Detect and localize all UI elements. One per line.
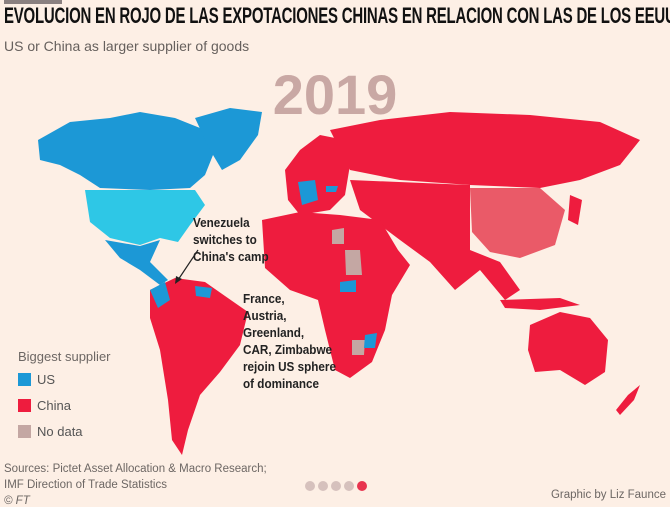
pager-dot-5[interactable]	[357, 481, 367, 491]
credit: Graphic by Liz Faunce	[550, 489, 666, 501]
arrowhead-icon	[175, 276, 182, 284]
swatch-us	[18, 373, 31, 386]
region-asia	[350, 180, 520, 300]
legend-title: Biggest supplier	[18, 349, 111, 364]
region-no-data	[332, 228, 365, 355]
legend-label: No data	[37, 424, 83, 439]
legend-item-us: US	[18, 372, 55, 387]
region-car-zimbabwe	[340, 280, 377, 348]
annotation-line: rejoin US sphere	[243, 359, 336, 374]
swatch-china	[18, 399, 31, 412]
region-south-america	[150, 278, 248, 455]
annotation-line: France,	[243, 291, 285, 306]
swatch-no-data	[18, 425, 31, 438]
pager-dot-3[interactable]	[331, 481, 341, 491]
region-colombia-guyana	[150, 282, 212, 308]
copyright: © FT	[4, 495, 30, 507]
legend-item-no-data: No data	[18, 424, 83, 439]
sources: Sources: Pictet Asset Allocation & Macro…	[4, 461, 267, 507]
page-title: EVOLUCION EN ROJO DE LAS EXPOTACIONES CH…	[4, 3, 670, 28]
annotation-line: switches to	[193, 232, 257, 247]
region-canada-alaska	[38, 112, 215, 190]
pager-dot-4[interactable]	[344, 481, 354, 491]
annotation-line: China's camp	[193, 249, 269, 264]
region-mexico-central	[105, 240, 168, 285]
annotation-line: Greenland,	[243, 325, 305, 340]
region-france-austria	[298, 180, 338, 205]
legend-label: China	[37, 398, 71, 413]
region-japan-korea	[568, 195, 582, 225]
legend-label: US	[37, 372, 56, 387]
annotation-france: France, Austria, Greenland, CAR, Zimbabw…	[243, 290, 336, 392]
source-line: Sources: Pictet Asset Allocation & Macro…	[4, 463, 267, 475]
pager	[305, 481, 367, 491]
subtitle: US or China as larger supplier of goods	[4, 38, 250, 54]
annotation-venezuela: Venezuela switches to China's camp	[193, 214, 269, 265]
annotation-line: CAR, Zimbabwe	[243, 342, 333, 357]
year-label: 2019	[272, 63, 398, 126]
annotation-line: Austria,	[243, 308, 287, 323]
region-china	[470, 188, 565, 258]
source-line: IMF Direction of Trade Statistics	[4, 479, 167, 491]
region-greenland	[195, 108, 262, 170]
annotation-line: of dominance	[243, 376, 320, 391]
annotation-line: Venezuela	[193, 215, 250, 230]
pager-dot-2[interactable]	[318, 481, 328, 491]
region-indonesia	[500, 298, 580, 310]
venezuela-arrow	[177, 249, 199, 281]
region-usa	[85, 190, 205, 245]
region-russia	[330, 112, 640, 188]
top-bar	[4, 0, 62, 4]
region-new-zealand	[616, 385, 640, 415]
pager-dot-1[interactable]	[305, 481, 315, 491]
legend-item-china: China	[18, 398, 71, 413]
region-australia	[528, 312, 608, 385]
